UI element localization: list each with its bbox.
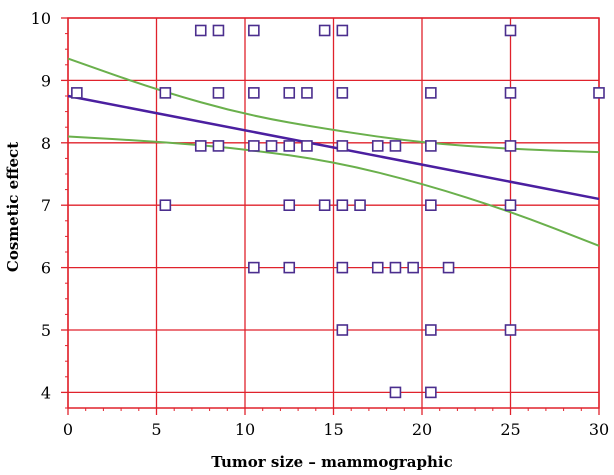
data-point — [336, 261, 349, 274]
data-point — [71, 87, 83, 99]
data-point — [159, 199, 172, 211]
data-point — [283, 261, 296, 274]
data-point — [336, 324, 349, 336]
x-tick-label: 25 — [500, 420, 520, 439]
y-tick-label: 10 — [31, 9, 51, 28]
x-tick-label: 10 — [235, 420, 255, 439]
data-point — [194, 24, 207, 37]
confidence-bands — [67, 57, 600, 247]
y-tick-label: 5 — [41, 321, 51, 340]
data-point — [336, 140, 349, 152]
data-point — [371, 261, 384, 274]
data-point — [248, 140, 260, 152]
y-axis-label: Cosmetic effect — [4, 142, 22, 272]
data-point — [425, 324, 437, 336]
data-point — [301, 140, 313, 152]
data-point — [336, 199, 349, 211]
y-tick-label: 4 — [41, 383, 51, 402]
regression-line-group — [67, 94, 600, 201]
data-point — [159, 87, 172, 99]
data-point — [442, 261, 455, 274]
data-point — [407, 261, 419, 274]
data-point — [593, 87, 605, 99]
data-point — [212, 24, 225, 37]
upper-confidence-band — [67, 57, 600, 154]
data-point — [389, 140, 402, 152]
data-point — [389, 261, 402, 274]
x-tick-label: 20 — [412, 420, 432, 439]
data-point — [425, 199, 437, 211]
x-tick-label: 5 — [151, 420, 161, 439]
data-point — [371, 140, 384, 152]
data-point — [504, 199, 517, 211]
data-point — [318, 24, 331, 37]
y-tick-label: 9 — [41, 71, 51, 90]
x-tick-label: 0 — [63, 420, 73, 439]
data-point — [265, 140, 278, 152]
y-tick-label: 8 — [41, 134, 51, 153]
data-point — [336, 24, 349, 37]
data-point — [425, 386, 437, 399]
data-point — [248, 261, 260, 274]
y-tick-label: 6 — [41, 259, 51, 278]
data-point — [283, 140, 296, 152]
data-point — [283, 199, 296, 211]
data-points — [71, 24, 605, 399]
data-point — [336, 87, 349, 99]
data-point — [389, 386, 402, 399]
data-point — [248, 24, 260, 37]
y-tick-label: 7 — [41, 196, 51, 215]
lower-confidence-band — [67, 135, 600, 247]
data-point — [301, 87, 313, 99]
x-tick-label: 15 — [323, 420, 343, 439]
data-point — [504, 324, 517, 336]
data-point — [212, 140, 225, 152]
data-point — [425, 140, 437, 152]
data-point — [504, 140, 517, 152]
data-point — [283, 87, 296, 99]
axis-ticks: 0 5 10 15 20 25 30 4 5 6 7 8 9 10 — [31, 9, 610, 439]
x-axis-label: Tumor size – mammographic — [211, 453, 453, 471]
data-point — [212, 87, 225, 99]
data-point — [504, 87, 517, 99]
data-point — [318, 199, 331, 211]
data-point — [354, 199, 366, 211]
data-point — [425, 87, 437, 99]
data-point — [248, 87, 260, 99]
regression-line — [67, 94, 600, 201]
x-tick-label: 30 — [589, 420, 609, 439]
data-point — [194, 140, 207, 152]
data-point — [504, 24, 517, 37]
